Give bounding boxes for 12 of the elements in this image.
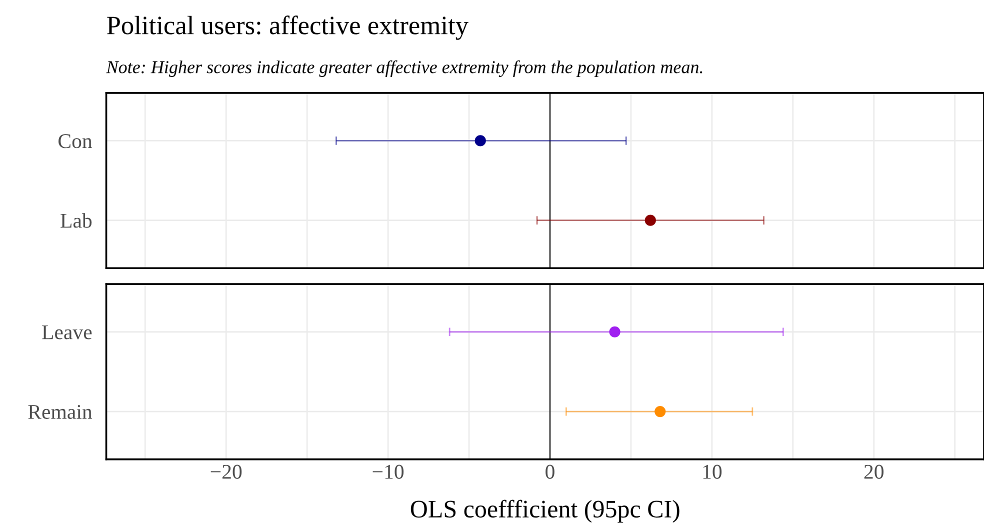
x-tick-label: −10 [372, 464, 404, 479]
x-axis-title: OLS coeffficient (95pc CI) [410, 500, 680, 523]
x-tick-label: 20 [864, 464, 884, 479]
x-tick-label: 10 [703, 464, 722, 479]
x-tick-label: −20 [210, 464, 242, 479]
x-tick-label: 0 [546, 464, 554, 479]
y-tick-label: Leave [42, 325, 92, 340]
chart-subtitle: Note: Higher scores indicate greater affective extremity from the population mean. [106, 60, 702, 77]
chart-title: Political users: affective extremity [107, 16, 468, 40]
y-tick-label: Lab [60, 213, 92, 228]
y-tick-label: Con [58, 134, 92, 148]
y-tick-label: Remain [28, 404, 92, 419]
